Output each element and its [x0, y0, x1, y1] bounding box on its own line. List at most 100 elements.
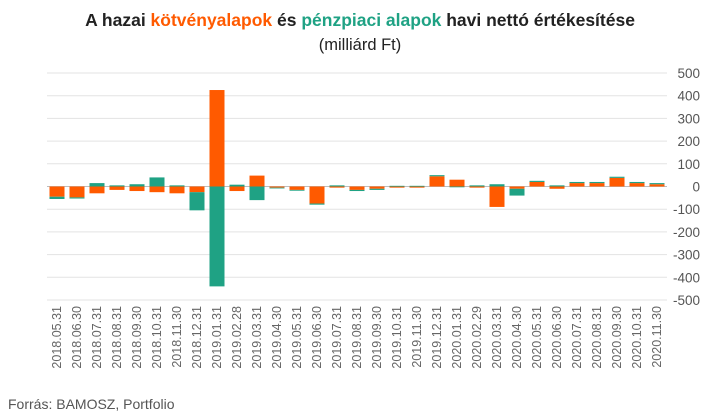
bar-bond-funds — [629, 183, 645, 187]
bar-money-market-funds — [49, 196, 65, 199]
bar-money-market-funds — [249, 186, 265, 201]
bar-bond-funds — [109, 186, 125, 190]
bar-bond-funds — [649, 184, 665, 187]
bar-money-market-funds — [169, 185, 185, 187]
x-tick-label: 2020.02.29 — [470, 306, 484, 369]
bar-bond-funds — [409, 186, 425, 188]
x-tick-label: 2018.09.30 — [130, 306, 144, 369]
bar-money-market-funds — [309, 203, 325, 205]
bar-money-market-funds — [549, 185, 565, 187]
bar-bond-funds — [489, 186, 505, 207]
bar-money-market-funds — [589, 181, 605, 184]
bar-bond-funds — [249, 175, 265, 187]
bar-bond-funds — [529, 181, 545, 187]
x-tick-label: 2019.03.31 — [250, 306, 264, 369]
bar-bond-funds — [289, 186, 305, 190]
bar-money-market-funds — [149, 177, 165, 187]
x-tick-label: 2020.01.31 — [450, 306, 464, 369]
title-series2: pénzpiaci alapok — [301, 10, 442, 30]
x-tick-label: 2019.09.30 — [370, 306, 384, 369]
bar-money-market-funds — [609, 176, 625, 178]
bar-money-market-funds — [269, 187, 285, 189]
x-tick-label: 2019.12.31 — [430, 306, 444, 369]
bar-bond-funds — [469, 186, 485, 188]
bar-money-market-funds — [649, 183, 665, 185]
bar-bond-funds — [509, 186, 525, 189]
bar-money-market-funds — [429, 175, 445, 177]
y-tick-label: 500 — [677, 66, 700, 81]
title-series1: kötvényalapok — [150, 10, 273, 30]
title-middle: és — [272, 10, 302, 30]
bar-bond-funds — [189, 186, 205, 193]
x-tick-label: 2019.07.31 — [330, 306, 344, 369]
bar-money-market-funds — [289, 189, 305, 191]
bar-money-market-funds — [389, 185, 405, 187]
bar-bond-funds — [209, 90, 225, 187]
x-tick-label: 2020.11.30 — [650, 306, 664, 368]
x-tick-label: 2020.10.31 — [630, 306, 644, 369]
x-tick-label: 2018.11.30 — [170, 306, 184, 368]
bar-money-market-funds — [509, 188, 525, 196]
bar-bond-funds — [589, 183, 605, 187]
bar-bond-funds — [369, 186, 385, 189]
bar-money-market-funds — [69, 197, 85, 199]
chart-subtitle: (milliárd Ft) — [318, 36, 402, 54]
bar-money-market-funds — [449, 186, 465, 188]
x-tick-label: 2020.08.31 — [590, 306, 604, 369]
bar-money-market-funds — [209, 186, 225, 287]
bar-bond-funds — [429, 176, 445, 187]
bar-bond-funds — [149, 186, 165, 193]
y-tick-label: 0 — [692, 180, 700, 195]
x-tick-label: 2018.05.31 — [50, 306, 64, 369]
x-tick-label: 2020.06.30 — [550, 306, 564, 369]
x-tick-label: 2018.06.30 — [70, 306, 84, 369]
bar-bond-funds — [229, 186, 245, 192]
x-tick-label: 2020.04.30 — [510, 306, 524, 369]
x-tick-label: 2019.10.31 — [390, 306, 404, 369]
title-suffix: havi nettó értékesítése — [441, 10, 635, 30]
bar-bond-funds — [89, 186, 105, 194]
bar-money-market-funds — [329, 185, 345, 187]
bar-bond-funds — [49, 186, 65, 197]
bar-money-market-funds — [569, 181, 585, 184]
bar-bond-funds — [269, 186, 285, 188]
bar-bond-funds — [609, 177, 625, 187]
bar-bond-funds — [129, 186, 145, 192]
x-tick-label: 2019.05.31 — [290, 306, 304, 369]
bar-money-market-funds — [489, 184, 505, 187]
bar-money-market-funds — [629, 181, 645, 184]
bar-money-market-funds — [349, 189, 365, 192]
bar-money-market-funds — [109, 185, 125, 187]
bar-bond-funds — [329, 186, 345, 188]
x-tick-label: 2019.11.30 — [410, 306, 424, 368]
x-tick-label: 2020.09.30 — [610, 306, 624, 369]
x-tick-label: 2020.07.31 — [570, 306, 584, 369]
bar-money-market-funds — [409, 185, 425, 187]
x-tick-label: 2019.01.31 — [210, 306, 224, 369]
x-tick-label: 2019.04.30 — [270, 306, 284, 369]
y-tick-label: 100 — [677, 157, 700, 172]
bar-money-market-funds — [129, 184, 145, 187]
x-tick-label: 2018.10.31 — [150, 306, 164, 369]
bar-money-market-funds — [469, 185, 485, 187]
x-tick-label: 2019.06.30 — [310, 306, 324, 369]
x-tick-label: 2019.08.31 — [350, 306, 364, 369]
x-tick-label: 2020.03.31 — [490, 306, 504, 369]
y-tick-label: 200 — [677, 134, 700, 149]
bar-money-market-funds — [229, 184, 245, 187]
x-tick-label: 2018.07.31 — [90, 306, 104, 369]
bar-money-market-funds — [369, 188, 385, 190]
bar-money-market-funds — [189, 192, 205, 211]
chart-title: A hazai kötvényalapok és pénzpiaci alapo… — [0, 10, 720, 31]
source-note: Forrás: BAMOSZ, Portfolio — [8, 396, 175, 412]
title-prefix: A hazai — [85, 10, 151, 30]
bar-bond-funds — [69, 186, 85, 198]
y-tick-label: -500 — [673, 293, 700, 308]
y-tick-label: -100 — [673, 202, 700, 217]
y-tick-label: -400 — [673, 270, 700, 285]
x-tick-label: 2018.12.31 — [190, 306, 204, 369]
x-tick-label: 2020.05.31 — [530, 306, 544, 369]
bar-bond-funds — [349, 186, 365, 190]
bar-bond-funds — [389, 186, 405, 188]
